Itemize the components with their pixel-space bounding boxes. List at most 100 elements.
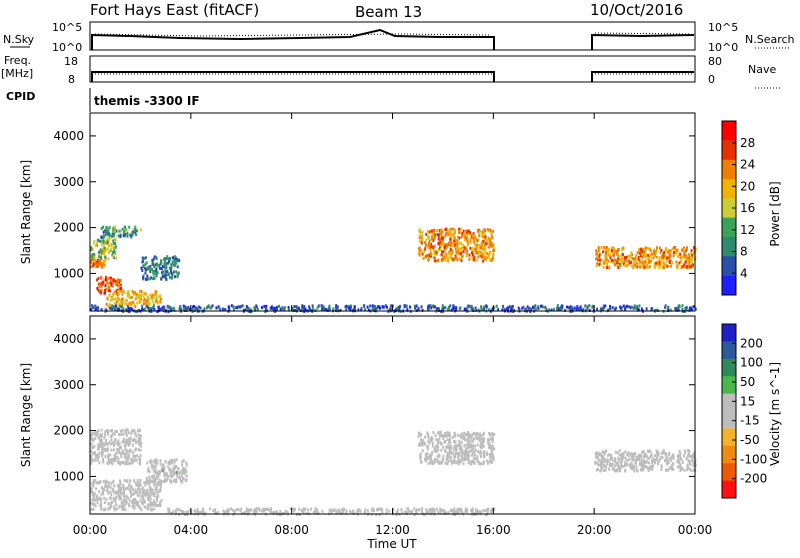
- scatter-cell: [155, 477, 157, 481]
- scatter-cell: [143, 481, 146, 485]
- sky-left-label: N.Sky: [3, 33, 35, 46]
- scatter-cell: [105, 279, 108, 282]
- scatter-cell: [480, 246, 482, 250]
- scatter-cell: [105, 479, 108, 483]
- scatter-cell: [658, 259, 661, 263]
- scatter-cell: [442, 307, 445, 311]
- scatter-cell: [169, 459, 172, 463]
- scatter-cell: [103, 289, 106, 292]
- scatter-cell: [108, 506, 111, 510]
- scatter-cell: [488, 455, 491, 459]
- scatter-cell: [595, 264, 598, 268]
- scatter-cell: [575, 307, 578, 311]
- scatter-cell: [455, 306, 458, 309]
- scatter-cell: [612, 251, 615, 255]
- scatter-cell: [662, 263, 665, 267]
- scatter-cell: [137, 293, 140, 297]
- scatter-cell: [107, 458, 110, 462]
- scatter-cell: [136, 301, 139, 305]
- scatter-cell: [692, 305, 695, 309]
- scatter-cell: [657, 261, 660, 265]
- scatter-cell: [663, 459, 666, 462]
- scatter-cell: [687, 253, 690, 257]
- scatter-cell: [426, 431, 429, 435]
- scatter-cell: [433, 449, 436, 453]
- x-tick-label: 12:00: [375, 523, 410, 537]
- scatter-cell: [115, 452, 118, 456]
- scatter-cell: [455, 450, 457, 454]
- scatter-cell: [460, 254, 463, 258]
- scatter-cell: [199, 511, 201, 514]
- scatter-cell: [92, 507, 95, 511]
- scatter-cell: [114, 497, 117, 501]
- scatter-cell: [175, 507, 178, 511]
- scatter-cell: [245, 305, 248, 309]
- scatter-cell: [148, 267, 151, 271]
- scatter-cell: [132, 450, 135, 454]
- scatter-cell: [119, 229, 122, 233]
- scatter-cell: [485, 508, 488, 512]
- scatter-cell: [101, 247, 104, 251]
- scatter-cell: [150, 504, 153, 508]
- scatter-cell: [107, 227, 110, 231]
- scatter-cell: [164, 478, 167, 482]
- scatter-cell: [106, 461, 109, 465]
- scatter-cell: [95, 481, 98, 485]
- scatter-cell: [159, 483, 162, 487]
- scatter-cell: [119, 299, 122, 303]
- scatter-cell: [162, 468, 164, 472]
- scatter-cell: [166, 472, 169, 476]
- scatter-cell: [681, 304, 684, 308]
- scatter-cell: [467, 461, 470, 465]
- scatter-cell: [115, 256, 118, 260]
- scatter-cell: [603, 468, 605, 472]
- scatter-cell: [489, 510, 492, 513]
- scatter-cell: [168, 468, 171, 472]
- scatter-cell: [390, 304, 393, 308]
- scatter-cell: [119, 287, 122, 290]
- scatter-cell: [114, 245, 117, 249]
- scatter-cell: [126, 294, 129, 298]
- scatter-cell: [345, 308, 348, 312]
- scatter-cell: [629, 452, 632, 456]
- scatter-cell: [128, 307, 130, 311]
- scatter-cell: [90, 261, 92, 265]
- scatter-cell: [453, 448, 456, 452]
- scatter-cell: [122, 493, 125, 497]
- scatter-cell: [359, 510, 362, 514]
- scatter-cell: [177, 508, 180, 512]
- scatter-cell: [662, 451, 665, 454]
- scatter-cell: [423, 241, 426, 244]
- scatter-cell: [225, 509, 228, 513]
- scatter-cell: [670, 458, 673, 462]
- scatter-cell: [268, 508, 271, 512]
- scatter-cell: [136, 483, 139, 487]
- scatter-cell: [428, 304, 431, 308]
- scatter-cell: [176, 471, 178, 474]
- scatter-cell: [526, 305, 529, 309]
- scatter-cell: [169, 257, 172, 260]
- scatter-cell: [113, 484, 116, 488]
- scatter-cell: [446, 431, 449, 435]
- scatter-cell: [610, 249, 613, 253]
- scatter-cell: [97, 429, 100, 433]
- scatter-cell: [484, 257, 487, 261]
- scatter-cell: [645, 254, 648, 258]
- scatter-cell: [116, 441, 119, 445]
- scatter-cell: [665, 456, 668, 460]
- scatter-cell: [161, 265, 164, 268]
- scatter-cell: [642, 455, 645, 459]
- scatter-cell: [141, 260, 144, 264]
- scatter-cell: [98, 497, 101, 501]
- scatter-cell: [631, 463, 633, 467]
- scatter-cell: [442, 236, 445, 240]
- scatter-cell: [109, 280, 112, 284]
- scatter-cell: [126, 495, 129, 499]
- scatter-cell: [148, 481, 151, 485]
- scatter-cell: [491, 451, 493, 455]
- scatter-cell: [633, 464, 636, 468]
- scatter-cell: [119, 234, 122, 238]
- scatter-cell: [486, 238, 489, 242]
- scatter-cell: [449, 444, 452, 448]
